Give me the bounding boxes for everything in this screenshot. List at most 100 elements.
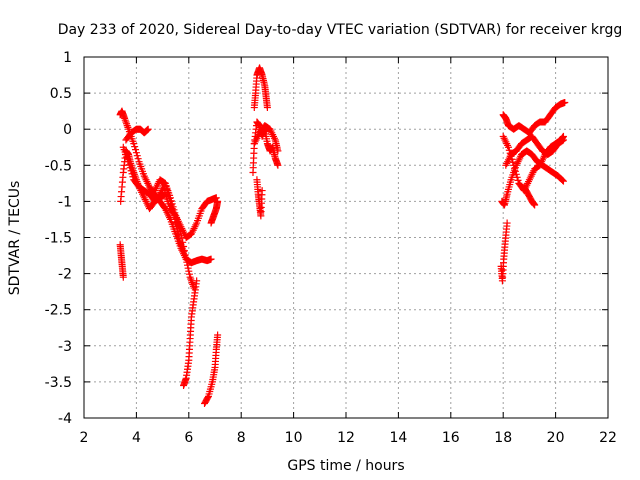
data-point bbox=[169, 203, 177, 211]
data-point bbox=[510, 161, 518, 169]
data-point bbox=[181, 251, 189, 259]
series-arc-f bbox=[151, 176, 198, 292]
data-point bbox=[171, 209, 179, 217]
chart-title: Day 233 of 2020, Sidereal Day-to-day VTE… bbox=[58, 22, 623, 38]
data-point bbox=[183, 258, 191, 266]
x-tick-label: 16 bbox=[442, 430, 460, 446]
x-tick-label: 10 bbox=[285, 430, 303, 446]
data-point bbox=[511, 164, 519, 172]
x-tick-label: 18 bbox=[494, 430, 512, 446]
data-point bbox=[131, 143, 139, 151]
x-tick-label: 4 bbox=[132, 430, 141, 446]
data-points bbox=[116, 64, 569, 408]
series-arc-e bbox=[122, 125, 152, 144]
data-point bbox=[125, 158, 133, 166]
data-point bbox=[132, 146, 140, 154]
x-tick-label: 20 bbox=[547, 430, 565, 446]
data-point bbox=[512, 170, 520, 178]
series-arc-g bbox=[180, 277, 201, 390]
x-tick-label: 6 bbox=[184, 430, 193, 446]
data-point bbox=[173, 218, 181, 226]
y-tick-label: 1 bbox=[63, 50, 72, 66]
data-point bbox=[505, 146, 513, 154]
y-tick-label: -0.5 bbox=[45, 158, 72, 174]
y-tick-label: -3 bbox=[58, 339, 72, 355]
data-point bbox=[509, 158, 517, 166]
series-arc-r bbox=[520, 183, 539, 209]
series-arc-m bbox=[250, 122, 282, 155]
data-point bbox=[274, 161, 282, 169]
y-tick-label: -3.5 bbox=[45, 375, 72, 391]
data-point bbox=[183, 261, 191, 269]
axis-ticks bbox=[83, 56, 609, 419]
data-point bbox=[193, 277, 201, 285]
series-arc-n bbox=[497, 219, 511, 285]
data-point bbox=[144, 126, 152, 134]
y-tick-label: -2 bbox=[58, 267, 72, 283]
data-point bbox=[214, 331, 222, 339]
data-point bbox=[184, 264, 192, 272]
data-point bbox=[511, 167, 519, 175]
y-tick-label: 0 bbox=[63, 122, 72, 138]
data-point bbox=[263, 104, 271, 112]
data-point bbox=[207, 255, 215, 263]
data-point bbox=[182, 255, 190, 263]
x-tick-label: 12 bbox=[337, 430, 355, 446]
data-point bbox=[561, 98, 569, 106]
grid-lines bbox=[84, 57, 608, 418]
data-point bbox=[125, 161, 133, 169]
data-point bbox=[204, 394, 212, 402]
data-point bbox=[180, 247, 188, 255]
data-point bbox=[177, 230, 185, 238]
data-point bbox=[274, 147, 282, 155]
series-arc-o bbox=[499, 98, 569, 137]
data-point bbox=[514, 176, 522, 184]
data-point bbox=[172, 212, 180, 220]
data-point bbox=[185, 267, 193, 275]
data-point bbox=[133, 152, 141, 160]
x-tick-label: 22 bbox=[599, 430, 617, 446]
series-arc-a bbox=[116, 241, 127, 281]
series-arc-i bbox=[207, 197, 222, 227]
data-point bbox=[130, 140, 138, 148]
data-point bbox=[173, 215, 181, 223]
x-tick-label: 2 bbox=[80, 430, 89, 446]
data-point bbox=[126, 164, 134, 172]
data-point bbox=[176, 227, 184, 235]
data-point bbox=[185, 270, 193, 278]
y-axis-label: SDTVAR / TECUs bbox=[7, 181, 23, 296]
series-arc-l bbox=[253, 176, 266, 220]
x-axis-label: GPS time / hours bbox=[287, 458, 404, 474]
data-point bbox=[212, 194, 220, 202]
data-point bbox=[119, 273, 127, 281]
data-point bbox=[531, 201, 539, 209]
data-point bbox=[214, 197, 222, 205]
x-tick-label: 8 bbox=[237, 430, 246, 446]
data-point bbox=[129, 173, 137, 181]
data-point bbox=[178, 234, 186, 242]
data-point bbox=[175, 224, 183, 232]
data-point bbox=[559, 176, 567, 184]
x-tick-label: 14 bbox=[389, 430, 407, 446]
data-point bbox=[258, 187, 266, 195]
y-tick-label: -1 bbox=[58, 194, 72, 210]
y-tick-label: -2.5 bbox=[45, 303, 72, 319]
data-point bbox=[503, 219, 511, 227]
y-tick-label: 0.5 bbox=[50, 86, 72, 102]
series-arc-h bbox=[201, 331, 222, 408]
series-arc-s bbox=[502, 132, 567, 169]
data-point bbox=[128, 170, 136, 178]
y-tick-labels: 1 0.5 0 -0.5 -1 -1.5 -2 -2.5 -3 -3.5 -4 bbox=[45, 50, 72, 427]
data-point bbox=[174, 221, 182, 229]
data-point bbox=[559, 137, 567, 145]
data-point bbox=[179, 238, 187, 246]
data-point bbox=[143, 126, 151, 134]
data-point bbox=[144, 125, 152, 133]
series-arc-k bbox=[250, 64, 271, 112]
data-point bbox=[134, 155, 142, 163]
data-point bbox=[167, 197, 175, 205]
data-point bbox=[127, 167, 135, 175]
data-point bbox=[170, 206, 178, 214]
y-tick-label: -4 bbox=[58, 411, 72, 427]
